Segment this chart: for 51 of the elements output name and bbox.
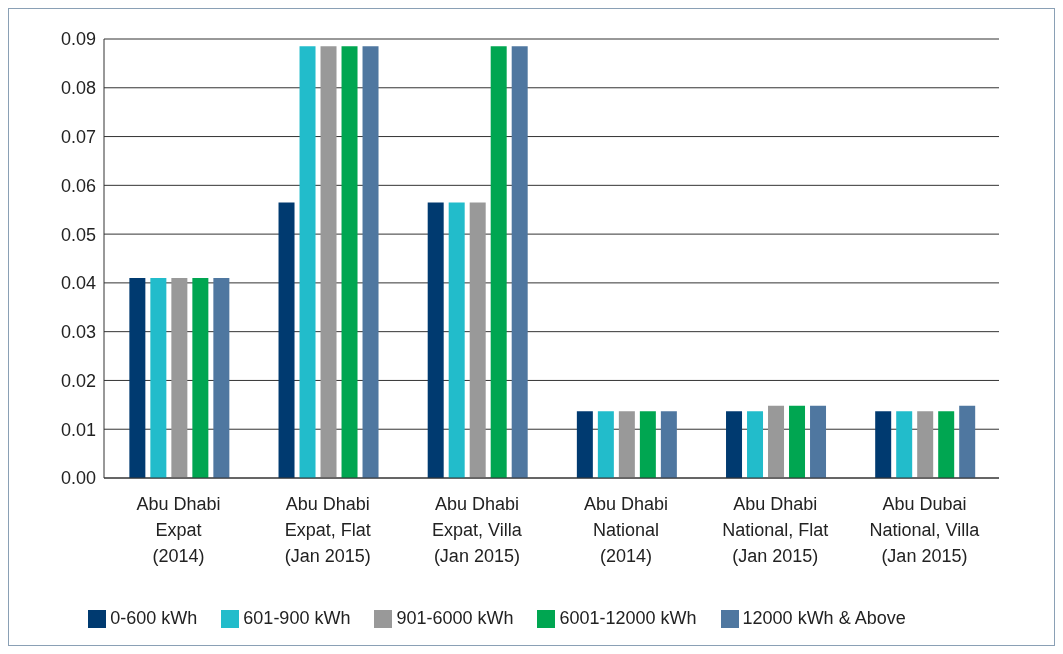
bar bbox=[150, 278, 167, 478]
x-tick-label: Abu Dhabi National (2014) bbox=[584, 494, 669, 566]
legend-label: 901-6000 kWh bbox=[396, 608, 514, 628]
bar bbox=[469, 202, 486, 478]
y-tick-label: 0.01 bbox=[60, 419, 96, 440]
bar bbox=[896, 411, 913, 478]
bar bbox=[192, 278, 209, 478]
bar bbox=[576, 411, 593, 478]
bar bbox=[597, 411, 614, 478]
bar bbox=[875, 411, 892, 478]
x-tick-label: Abu Dhabi Expat (2014) bbox=[136, 494, 221, 566]
bar bbox=[768, 405, 785, 478]
y-tick-label: 0.07 bbox=[60, 126, 96, 147]
bar bbox=[427, 202, 444, 478]
y-tick-label: 0.02 bbox=[60, 370, 96, 391]
y-tick-label: 0.03 bbox=[60, 322, 96, 343]
bar bbox=[278, 202, 295, 478]
bar bbox=[213, 278, 230, 478]
bar bbox=[747, 411, 764, 478]
bar bbox=[299, 46, 316, 478]
bar bbox=[660, 411, 677, 478]
y-tick-label: 0.05 bbox=[60, 224, 96, 245]
x-tick-label: Abu Dhabi Expat, Villa (Jan 2015) bbox=[432, 494, 523, 566]
y-tick-label: 0.06 bbox=[60, 175, 96, 196]
bar bbox=[171, 278, 188, 478]
y-tick-label: 0.08 bbox=[60, 78, 96, 99]
x-tick-label: Abu Dhabi Expat, Flat (Jan 2015) bbox=[284, 494, 371, 566]
bar bbox=[618, 411, 635, 478]
legend-label: 0-600 kWh bbox=[110, 608, 198, 628]
bar bbox=[959, 405, 976, 478]
x-tick-label: Abu Dubai National, Villa (Jan 2015) bbox=[869, 494, 981, 566]
bar bbox=[917, 411, 934, 478]
bar bbox=[511, 46, 528, 478]
x-tick-label: Abu Dhabi National, Flat (Jan 2015) bbox=[722, 494, 829, 566]
y-tick-label: 0.09 bbox=[60, 29, 96, 50]
legend-label: 12000 kWh & Above bbox=[742, 608, 906, 628]
bar bbox=[129, 278, 146, 478]
bar bbox=[810, 405, 827, 478]
bar bbox=[789, 405, 806, 478]
bar bbox=[320, 46, 337, 478]
bar bbox=[639, 411, 656, 478]
bar bbox=[362, 46, 379, 478]
bar bbox=[726, 411, 743, 478]
bar bbox=[490, 46, 507, 478]
legend-label: 6001-12000 kWh bbox=[559, 608, 697, 628]
legend-label: 601-900 kWh bbox=[243, 608, 351, 628]
bar bbox=[341, 46, 358, 478]
bar bbox=[448, 202, 465, 478]
bar bbox=[938, 411, 955, 478]
y-tick-label: 0.04 bbox=[60, 273, 96, 294]
y-tick-label: 0.00 bbox=[60, 468, 96, 489]
